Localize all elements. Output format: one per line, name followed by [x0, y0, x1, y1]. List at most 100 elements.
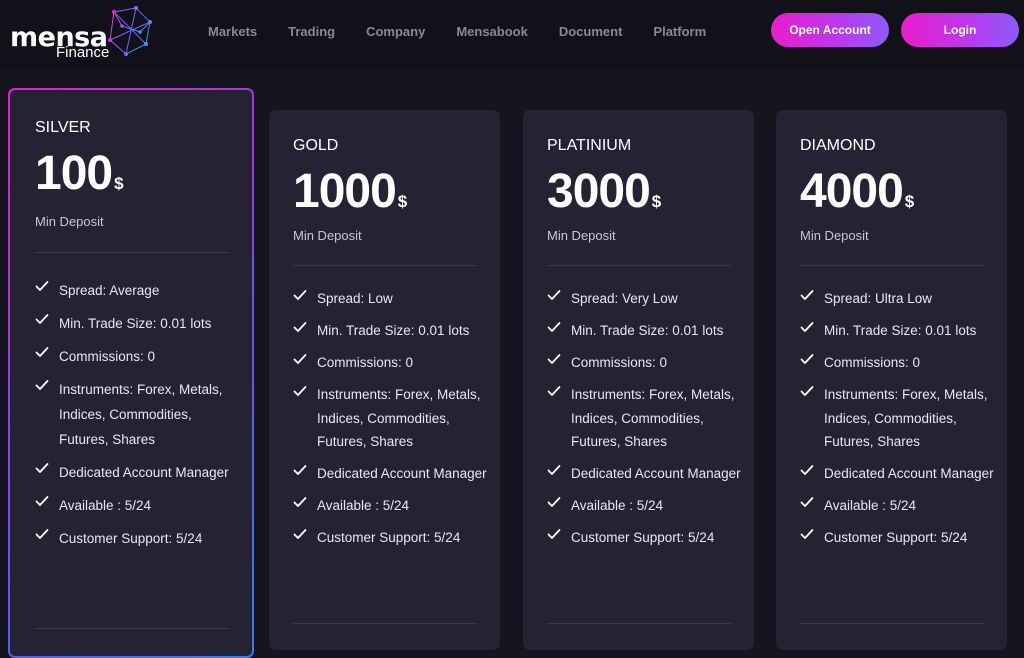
- feature-text: Min. Trade Size: 0.01 lots: [59, 316, 212, 331]
- feature-item: Min. Trade Size: 0.01 lots: [293, 319, 493, 343]
- feature-item: Customer Support: 5/24: [547, 526, 747, 550]
- check-icon: [547, 465, 561, 475]
- plan-tier: GOLD: [293, 137, 339, 154]
- feature-text: Available : 5/24: [59, 498, 152, 513]
- top-header: mensa Finance Markets Trading Company Me…: [0, 0, 1024, 68]
- check-icon: [293, 497, 307, 507]
- feature-item: Instruments: Forex, Metals, Indices, Com…: [800, 383, 1000, 454]
- feature-item: Min. Trade Size: 0.01 lots: [547, 319, 747, 343]
- feature-item: Customer Support: 5/24: [800, 526, 1000, 550]
- plan-card-platinium[interactable]: PLATINIUM 3000 $ Min Deposit Spread: Very…: [523, 110, 754, 650]
- feature-item: Dedicated Account Manager: [547, 462, 747, 486]
- login-button[interactable]: Login: [901, 13, 1019, 47]
- check-icon: [293, 386, 307, 396]
- check-icon: [35, 463, 49, 473]
- plan-price: 100 $: [35, 146, 124, 201]
- check-icon: [800, 497, 814, 507]
- divider: [293, 265, 477, 266]
- divider: [35, 252, 229, 253]
- feature-text: Customer Support: 5/24: [59, 531, 203, 546]
- feature-item: Spread: Low: [293, 287, 493, 311]
- min-deposit-label: Min Deposit: [293, 228, 362, 243]
- feature-text: Available : 5/24: [824, 498, 917, 513]
- check-icon: [35, 496, 49, 506]
- nav-company[interactable]: Company: [366, 23, 426, 39]
- plan-tier: SILVER: [35, 119, 91, 136]
- feature-text: Customer Support: 5/24: [317, 530, 461, 545]
- feature-item: Instruments: Forex, Metals, Indices, Com…: [293, 383, 493, 454]
- feature-item: Available : 5/24: [547, 494, 747, 518]
- brand-subtitle: Finance: [56, 44, 110, 61]
- feature-item: Dedicated Account Manager: [293, 462, 493, 486]
- feature-text: Spread: Ultra Low: [824, 291, 933, 306]
- plan-price: 1000 $: [293, 164, 407, 219]
- feature-item: Instruments: Forex, Metals, Indices, Com…: [35, 377, 235, 452]
- divider: [293, 623, 477, 624]
- plan-tier: PLATINIUM: [547, 137, 632, 154]
- feature-item: Available : 5/24: [800, 494, 1000, 518]
- feature-item: Instruments: Forex, Metals, Indices, Com…: [547, 383, 747, 454]
- plan-card-gold[interactable]: GOLD 1000 $ Min Deposit Spread: Low Min. T…: [269, 110, 500, 650]
- nav-trading[interactable]: Trading: [288, 23, 336, 39]
- feature-text: Dedicated Account Manager: [571, 466, 741, 481]
- price-value: 100: [35, 147, 113, 200]
- check-icon: [35, 347, 49, 357]
- check-icon: [800, 290, 814, 300]
- check-icon: [547, 354, 561, 364]
- check-icon: [547, 386, 561, 396]
- price-value: 3000: [547, 165, 651, 218]
- check-icon: [293, 322, 307, 332]
- feature-item: Spread: Very Low: [547, 287, 747, 311]
- plan-card-silver[interactable]: SILVER 100 $ Min Deposit Spread: Average M…: [8, 88, 254, 658]
- feature-text: Available : 5/24: [317, 498, 410, 513]
- min-deposit-label: Min Deposit: [547, 228, 616, 243]
- feature-text: Instruments: Forex, Metals, Indices, Com…: [59, 382, 223, 447]
- check-icon: [800, 386, 814, 396]
- divider: [547, 623, 731, 624]
- nav-mensabook[interactable]: Mensabook: [456, 23, 528, 39]
- check-icon: [547, 290, 561, 300]
- currency-symbol: $: [397, 192, 408, 211]
- currency-symbol: $: [651, 192, 662, 211]
- check-icon: [800, 465, 814, 475]
- feature-text: Commissions: 0: [824, 355, 921, 370]
- feature-text: Min. Trade Size: 0.01 lots: [824, 323, 977, 338]
- feature-text: Instruments: Forex, Metals, Indices, Com…: [317, 387, 481, 449]
- feature-text: Commissions: 0: [59, 349, 156, 364]
- feature-item: Commissions: 0: [293, 351, 493, 375]
- feature-text: Spread: Average: [59, 283, 160, 298]
- feature-text: Commissions: 0: [571, 355, 668, 370]
- feature-list: Spread: Low Min. Trade Size: 0.01 lots Com…: [293, 287, 493, 558]
- check-icon: [293, 290, 307, 300]
- price-value: 1000: [293, 165, 397, 218]
- feature-item: Commissions: 0: [547, 351, 747, 375]
- currency-symbol: $: [114, 174, 124, 193]
- open-account-button[interactable]: Open Account: [771, 13, 889, 47]
- feature-text: Min. Trade Size: 0.01 lots: [317, 323, 470, 338]
- check-icon: [35, 380, 49, 390]
- feature-text: Customer Support: 5/24: [571, 530, 715, 545]
- main-nav: Markets Trading Company Mensabook Docume…: [208, 0, 737, 62]
- feature-text: Dedicated Account Manager: [317, 466, 487, 481]
- feature-text: Commissions: 0: [317, 355, 414, 370]
- divider: [547, 265, 731, 266]
- feature-item: Commissions: 0: [35, 344, 235, 369]
- divider: [800, 623, 984, 624]
- nav-platform[interactable]: Platform: [653, 23, 707, 39]
- plan-price: 4000 $: [800, 164, 914, 219]
- feature-item: Available : 5/24: [35, 493, 235, 518]
- feature-text: Spread: Very Low: [571, 291, 678, 306]
- nav-markets[interactable]: Markets: [208, 23, 258, 39]
- check-icon: [293, 529, 307, 539]
- plan-tier: DIAMOND: [800, 137, 876, 154]
- brand-logo[interactable]: mensa Finance: [8, 4, 158, 62]
- plan-card-diamond[interactable]: DIAMOND 4000 $ Min Deposit Spread: Ultra …: [776, 110, 1007, 650]
- check-icon: [800, 354, 814, 364]
- divider: [35, 628, 229, 629]
- feature-item: Available : 5/24: [293, 494, 493, 518]
- feature-text: Instruments: Forex, Metals, Indices, Com…: [824, 387, 988, 449]
- check-icon: [35, 529, 49, 539]
- check-icon: [293, 465, 307, 475]
- nav-document[interactable]: Document: [558, 23, 623, 39]
- feature-item: Min. Trade Size: 0.01 lots: [800, 319, 1000, 343]
